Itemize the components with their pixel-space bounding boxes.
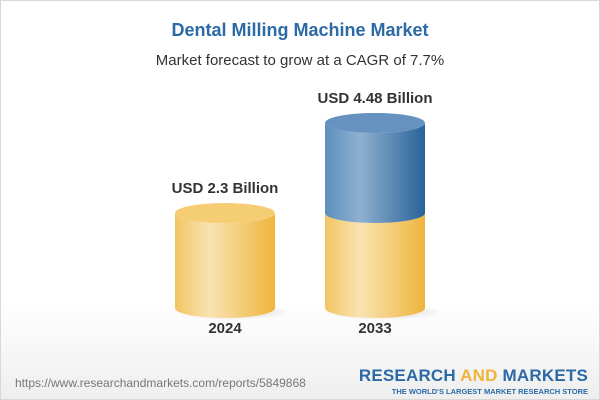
research-and-markets-logo: RESEARCH AND MARKETS THE WORLD'S LARGEST… xyxy=(359,366,588,396)
logo-tagline: THE WORLD'S LARGEST MARKET RESEARCH STOR… xyxy=(391,387,588,396)
cylinder-chart: USD 2.3 Billion 2024 USD 4.48 Billion 2033 xyxy=(172,90,443,337)
bar-top-2033 xyxy=(325,112,425,133)
x-tick-label-2033: 2033 xyxy=(358,320,391,337)
logo-text-and: AND xyxy=(460,366,498,385)
bar-top-2024 xyxy=(175,203,275,223)
source-url[interactable]: https://www.researchandmarkets.com/repor… xyxy=(15,376,306,390)
bar-growth-2033 xyxy=(325,122,425,223)
bar-2024 xyxy=(175,213,275,318)
chart-title: Dental Milling Machine Market xyxy=(171,20,429,40)
logo-text-markets: MARKETS xyxy=(497,366,588,385)
x-tick-label-2024: 2024 xyxy=(208,320,242,337)
data-label-2024: USD 2.3 Billion xyxy=(172,180,279,197)
data-label-2033: USD 4.48 Billion xyxy=(317,90,432,107)
bar-base-2033 xyxy=(325,213,425,318)
chart-subtitle: Market forecast to grow at a CAGR of 7.7… xyxy=(155,52,445,69)
logo-text-research: RESEARCH xyxy=(358,366,461,385)
